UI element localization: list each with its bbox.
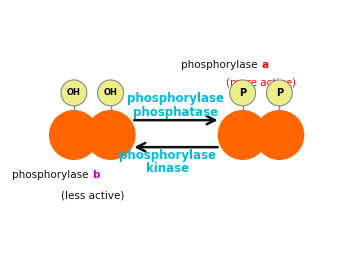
Circle shape [86,111,135,159]
Text: phosphorylase: phosphorylase [181,60,261,70]
Text: (less active): (less active) [60,190,124,200]
Text: phosphatase: phosphatase [134,106,219,119]
Text: P: P [276,88,283,98]
Text: OH: OH [67,88,81,97]
Circle shape [266,80,292,106]
Circle shape [61,80,87,106]
Text: b: b [92,170,100,180]
Text: OH: OH [104,88,118,97]
Circle shape [50,111,98,159]
Circle shape [98,80,123,106]
Circle shape [218,111,267,159]
Text: P: P [239,88,246,98]
Text: phosphorylase: phosphorylase [13,170,92,180]
Circle shape [255,111,304,159]
Text: phosphorylase: phosphorylase [127,92,224,105]
Text: a: a [261,60,268,70]
Text: (more active): (more active) [226,77,296,88]
Text: phosphorylase: phosphorylase [120,149,216,162]
Text: kinase: kinase [146,162,189,175]
Circle shape [230,80,256,106]
